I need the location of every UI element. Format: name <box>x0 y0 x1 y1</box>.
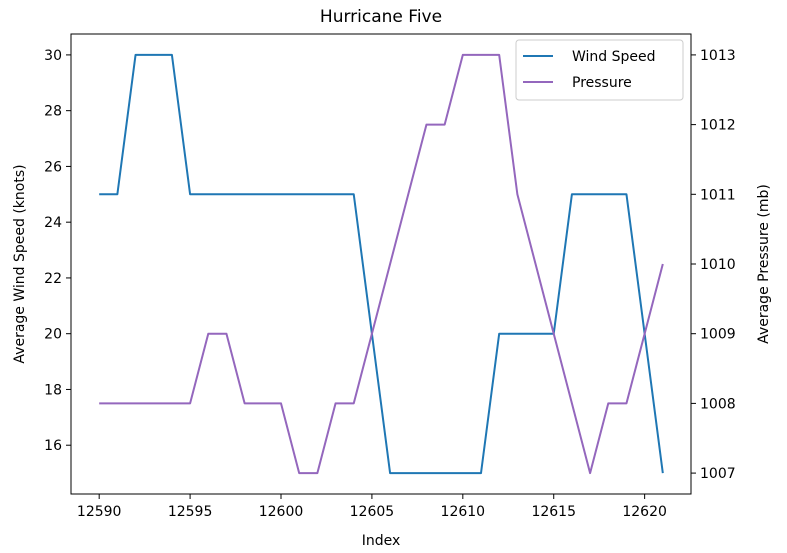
series-layer <box>99 53 664 475</box>
right-y-tick-label: 1008 <box>700 396 736 412</box>
chart-title: Hurricane Five <box>320 7 442 27</box>
right-y-tick-label: 1007 <box>700 466 736 482</box>
series-line-pressure <box>99 53 664 475</box>
left-y-tick-label: 26 <box>44 159 62 175</box>
x-axis-title: Index <box>362 533 401 549</box>
legend: Wind Speed Pressure <box>515 39 684 101</box>
x-tick-label: 12605 <box>350 504 395 520</box>
right-y-axis-title: Average Pressure (mb) <box>756 184 772 344</box>
right-y-axis: 1007 1008 1009 1010 1011 1012 1013 <box>691 48 736 482</box>
left-y-tick-label: 22 <box>44 271 62 287</box>
right-y-tick-label: 1011 <box>700 187 736 203</box>
legend-box <box>515 39 684 101</box>
right-y-tick-label: 1013 <box>700 48 736 64</box>
x-axis: 12590 12595 12600 12605 12610 12615 12620 <box>77 494 667 520</box>
left-y-tick-label: 18 <box>44 382 62 398</box>
plot-frame <box>70 33 692 495</box>
right-y-tick-label: 1009 <box>700 327 736 343</box>
legend-label-wind-speed: Wind Speed <box>572 49 656 65</box>
x-tick-label: 12620 <box>622 504 667 520</box>
left-y-tick-label: 30 <box>44 48 62 64</box>
right-y-tick-label: 1012 <box>700 118 736 134</box>
x-tick-label: 12600 <box>259 504 304 520</box>
legend-label-pressure: Pressure <box>572 75 632 91</box>
x-tick-label: 12615 <box>531 504 576 520</box>
left-y-tick-label: 16 <box>44 438 62 454</box>
left-y-tick-label: 20 <box>44 327 62 343</box>
left-y-tick-label: 28 <box>44 104 62 120</box>
right-y-tick-label: 1010 <box>700 257 736 273</box>
series-line-wind-speed <box>99 53 664 475</box>
left-y-axis-title: Average Wind Speed (knots) <box>12 164 28 363</box>
x-tick-label: 12610 <box>441 504 486 520</box>
left-y-axis: 16 18 20 22 24 26 28 30 <box>44 48 71 454</box>
x-tick-label: 12595 <box>168 504 213 520</box>
x-tick-label: 12590 <box>77 504 122 520</box>
left-y-tick-label: 24 <box>44 215 62 231</box>
